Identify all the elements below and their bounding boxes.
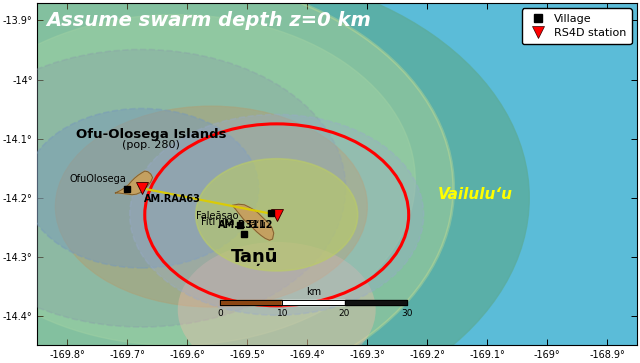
- Text: 30: 30: [401, 309, 412, 318]
- Text: Taʻu: Taʻu: [246, 220, 266, 229]
- Ellipse shape: [0, 49, 346, 327]
- Text: Vailuluʻu: Vailuluʻu: [438, 187, 513, 202]
- Text: Fitiʻuta: Fitiʻuta: [201, 217, 235, 227]
- Text: OfuOlosega: OfuOlosega: [69, 174, 126, 184]
- Ellipse shape: [25, 109, 259, 268]
- Polygon shape: [115, 171, 152, 195]
- Text: (pop. 280): (pop. 280): [122, 139, 180, 150]
- Ellipse shape: [130, 114, 424, 315]
- Ellipse shape: [56, 106, 367, 307]
- Text: 0: 0: [218, 309, 223, 318]
- Text: 20: 20: [339, 309, 350, 318]
- Bar: [37, 3, 637, 62]
- Polygon shape: [232, 204, 274, 240]
- Text: Faleāsao: Faleāsao: [196, 211, 239, 221]
- Text: Taņū: Taņū: [231, 248, 278, 266]
- Text: Assume swarm depth z=0 km: Assume swarm depth z=0 km: [46, 11, 371, 30]
- Ellipse shape: [0, 0, 529, 363]
- Ellipse shape: [196, 159, 358, 271]
- Legend: Village, RS4D station: Village, RS4D station: [522, 8, 632, 44]
- Text: km: km: [306, 287, 321, 297]
- Text: AM.R3112: AM.R3112: [218, 220, 274, 230]
- Ellipse shape: [0, 15, 415, 345]
- Ellipse shape: [0, 0, 454, 363]
- Ellipse shape: [178, 242, 376, 363]
- Text: Ofu-Olosega Islands: Ofu-Olosega Islands: [76, 128, 227, 141]
- Text: AM.RAA63: AM.RAA63: [143, 193, 200, 204]
- Text: 10: 10: [276, 309, 288, 318]
